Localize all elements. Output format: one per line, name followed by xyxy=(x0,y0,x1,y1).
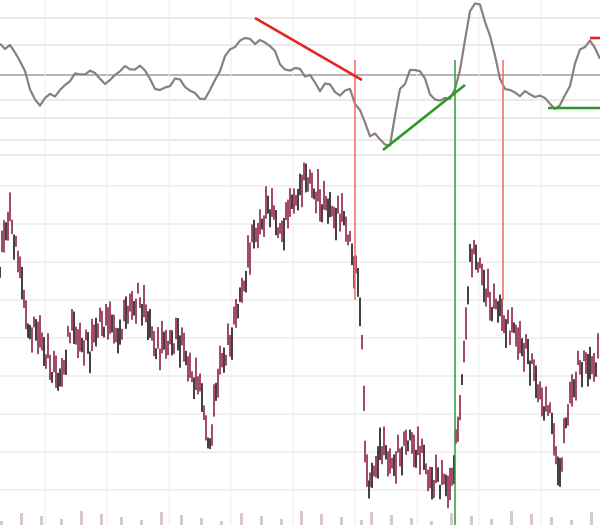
volume-bar xyxy=(340,517,343,525)
volume-bar xyxy=(410,518,413,525)
volume-bar xyxy=(0,521,3,525)
volume-bar xyxy=(510,511,513,525)
volume-bar xyxy=(240,513,243,525)
volume-bar xyxy=(370,512,373,525)
volume-bar xyxy=(570,520,573,525)
volume-bar xyxy=(180,515,183,525)
volume-bar xyxy=(530,514,533,525)
volume-bar xyxy=(280,519,283,525)
volume-bar xyxy=(260,516,263,525)
volume-bar xyxy=(550,517,553,525)
volume-bar xyxy=(120,517,123,525)
volume-bar xyxy=(40,516,43,525)
volume-bar xyxy=(200,518,203,525)
volume-bar xyxy=(100,514,103,525)
oscillator-line xyxy=(0,2,600,147)
volume-bar xyxy=(470,516,473,525)
volume-bar xyxy=(450,513,453,525)
volume-bar xyxy=(160,512,163,525)
trend-line xyxy=(382,83,466,152)
price-bars xyxy=(0,162,599,509)
trend-line xyxy=(254,16,363,82)
annotations xyxy=(254,16,600,525)
volume-bar xyxy=(140,520,143,525)
volume-bar xyxy=(80,511,83,525)
volume-bar xyxy=(360,520,363,525)
oscillator-panel xyxy=(0,2,600,147)
volume-bar xyxy=(300,511,303,525)
volume-bar xyxy=(20,513,23,525)
volume-bar xyxy=(220,521,223,525)
volume-bar xyxy=(60,519,63,525)
volume-bar xyxy=(590,512,593,525)
volume-bar xyxy=(430,521,433,525)
volume-bar xyxy=(390,515,393,525)
volume-bar xyxy=(320,514,323,525)
volume-bars xyxy=(0,511,593,525)
volume-bar xyxy=(490,519,493,525)
